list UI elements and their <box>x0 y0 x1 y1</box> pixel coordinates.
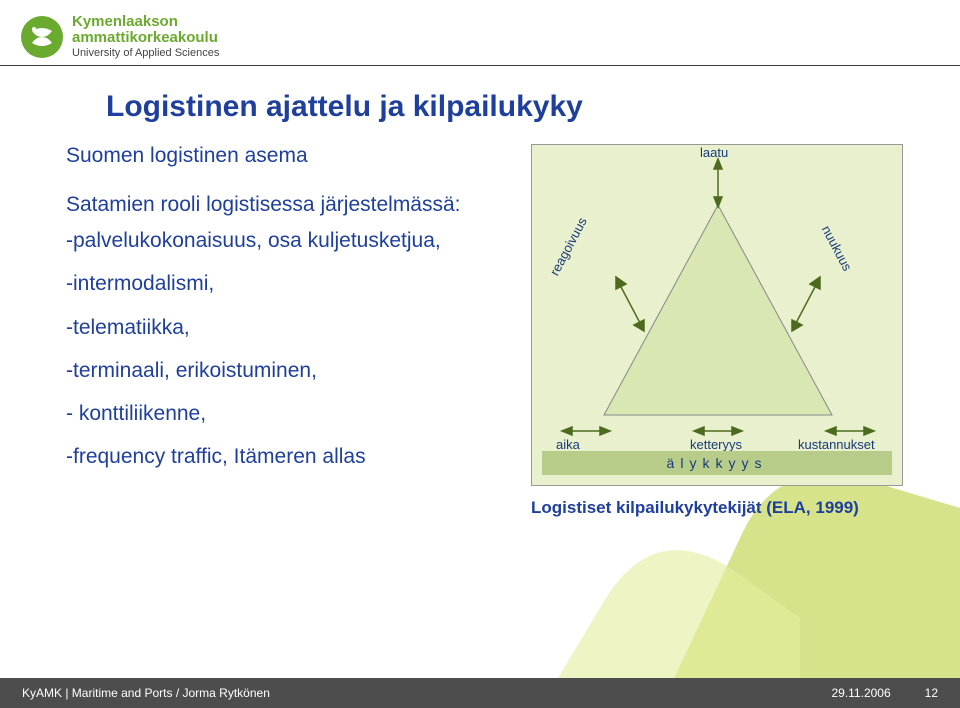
content: Logistinen ajattelu ja kilpailukyky Suom… <box>0 66 960 518</box>
bullet-item: -terminaali, erikoistuminen, <box>66 358 496 383</box>
bullet-item: - konttiliikenne, <box>66 401 496 426</box>
footer: KyAMK | Maritime and Ports / Jorma Rytkö… <box>0 678 960 708</box>
right-column: laatu reagoivuus nuukuus aika ketteryys … <box>514 144 920 518</box>
footer-date: 29.11.2006 <box>831 686 890 700</box>
slide-title: Logistinen ajattelu ja kilpailukyky <box>106 90 920 124</box>
diagram-label-bm: ketteryys <box>690 437 742 452</box>
logo-icon <box>20 15 64 59</box>
logo-line1: Kymenlaakson <box>72 14 219 30</box>
diagram-bottom-band: älykkyys <box>542 451 892 475</box>
diagram-label-br: kustannukset <box>798 437 875 452</box>
bullet-item: -frequency traffic, Itämeren allas <box>66 444 496 469</box>
footer-page: 12 <box>925 686 938 700</box>
diagram-caption: Logistiset kilpailukykytekijät (ELA, 199… <box>531 498 903 518</box>
bullet-item: -palvelukokonaisuus, osa kuljetusketjua, <box>66 228 496 253</box>
diagram-label-bl: aika <box>556 437 580 452</box>
intro-paragraph: Satamien rooli logistisessa järjestelmäs… <box>66 192 496 218</box>
subtitle: Suomen logistinen asema <box>66 144 496 168</box>
bullet-item: -intermodalismi, <box>66 271 496 296</box>
triangle-diagram: laatu reagoivuus nuukuus aika ketteryys … <box>531 144 903 486</box>
footer-left: KyAMK | Maritime and Ports / Jorma Rytkö… <box>22 686 270 700</box>
diagram-label-top: laatu <box>700 145 728 160</box>
header: Kymenlaakson ammattikorkeakoulu Universi… <box>0 0 960 66</box>
bullet-item: -telematiikka, <box>66 315 496 340</box>
left-column: Suomen logistinen asema Satamien rooli l… <box>66 144 496 518</box>
logo-text: Kymenlaakson ammattikorkeakoulu Universi… <box>72 14 219 59</box>
logo-line3: University of Applied Sciences <box>72 48 219 60</box>
logo-line2: ammattikorkeakoulu <box>72 30 219 46</box>
